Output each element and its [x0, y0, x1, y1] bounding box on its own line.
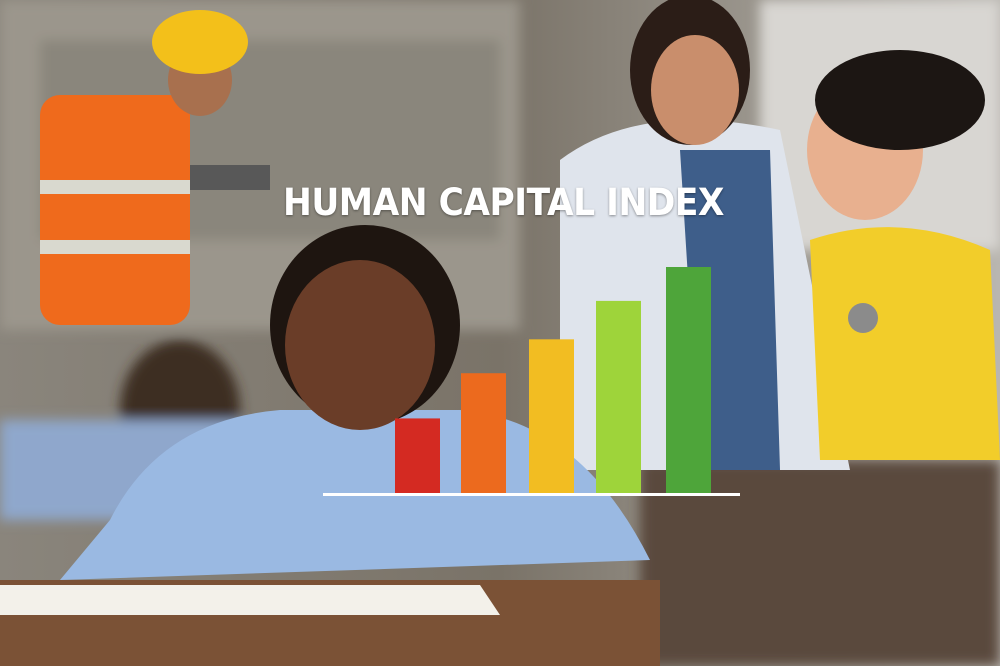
bar-3: [529, 339, 574, 493]
bar-5: [666, 267, 711, 493]
bar-1: [395, 418, 440, 493]
worker: [40, 10, 270, 325]
bar-2: [461, 373, 506, 493]
bar-4: [596, 300, 641, 493]
x-axis-line: [323, 493, 740, 496]
page-title: HUMAN CAPITAL INDEX: [283, 181, 725, 224]
